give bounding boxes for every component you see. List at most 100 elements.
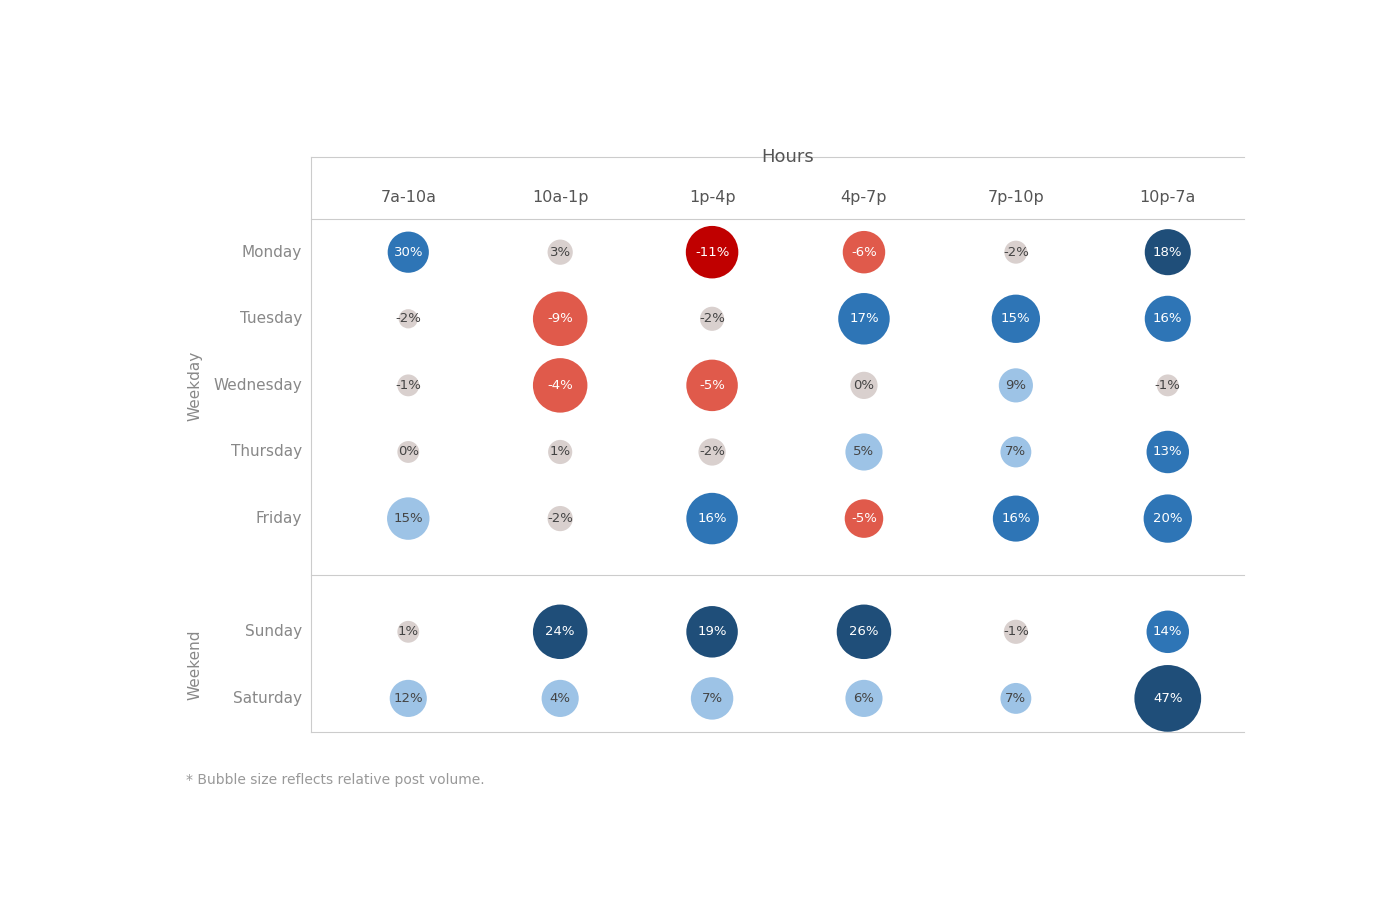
Point (853, 511, 875, 526)
Point (701, 245, 724, 259)
Point (1005, 511, 1028, 526)
Text: 16%: 16% (1001, 512, 1030, 525)
Text: 1p-4p: 1p-4p (689, 190, 735, 204)
Point (701, 445, 724, 459)
Text: Weekend: Weekend (188, 630, 202, 700)
Text: 3%: 3% (550, 246, 571, 258)
Text: 15%: 15% (393, 512, 423, 525)
Text: * Bubble size reflects relative post volume.: * Bubble size reflects relative post vol… (186, 773, 484, 788)
Point (549, 311, 571, 326)
Text: 7%: 7% (1005, 692, 1026, 705)
Text: 0%: 0% (854, 379, 875, 392)
Point (1005, 311, 1028, 326)
Point (549, 625, 571, 639)
Point (549, 511, 571, 526)
Point (398, 445, 420, 459)
Point (1156, 511, 1179, 526)
Point (701, 691, 724, 706)
Point (853, 691, 875, 706)
Point (701, 625, 724, 639)
Text: 17%: 17% (850, 312, 879, 325)
Text: 16%: 16% (1154, 312, 1183, 325)
Point (853, 445, 875, 459)
Text: Hours: Hours (762, 148, 815, 166)
Text: -6%: -6% (851, 246, 876, 258)
Text: Sunday: Sunday (245, 625, 302, 639)
Point (398, 625, 420, 639)
Text: 10a-1p: 10a-1p (532, 190, 588, 204)
Text: -2%: -2% (395, 312, 421, 325)
Text: 18%: 18% (1154, 246, 1183, 258)
Point (1156, 311, 1179, 326)
Text: Tuesday: Tuesday (239, 311, 302, 327)
Text: 26%: 26% (850, 626, 879, 638)
Point (853, 245, 875, 259)
Text: 14%: 14% (1154, 626, 1183, 638)
Text: 12%: 12% (393, 692, 423, 705)
Point (1005, 691, 1028, 706)
Text: Wednesday: Wednesday (213, 378, 302, 393)
Point (1156, 445, 1179, 459)
Point (1156, 378, 1179, 392)
Point (398, 311, 420, 326)
Point (1156, 245, 1179, 259)
Point (1005, 245, 1028, 259)
Text: 4%: 4% (550, 692, 571, 705)
Text: 1%: 1% (550, 446, 571, 458)
Point (1005, 625, 1028, 639)
Point (853, 311, 875, 326)
Point (549, 691, 571, 706)
Point (549, 445, 571, 459)
Text: 10p-7a: 10p-7a (1140, 190, 1196, 204)
Text: -2%: -2% (1002, 246, 1029, 258)
Text: -4%: -4% (547, 379, 573, 392)
Text: 24%: 24% (546, 626, 575, 638)
Point (701, 311, 724, 326)
Text: -11%: -11% (694, 246, 729, 258)
Point (398, 245, 420, 259)
Point (1156, 691, 1179, 706)
Text: Thursday: Thursday (231, 445, 302, 460)
Point (853, 625, 875, 639)
Text: 7a-10a: 7a-10a (381, 190, 437, 204)
Text: -5%: -5% (851, 512, 876, 525)
Text: 9%: 9% (1005, 379, 1026, 392)
Point (549, 378, 571, 392)
Text: 16%: 16% (697, 512, 727, 525)
Text: 7%: 7% (1005, 446, 1026, 458)
Text: -2%: -2% (699, 312, 725, 325)
Text: Weekday: Weekday (188, 350, 202, 420)
Point (398, 378, 420, 392)
Text: -1%: -1% (1155, 379, 1180, 392)
Text: -1%: -1% (395, 379, 421, 392)
Point (1005, 445, 1028, 459)
Text: 6%: 6% (854, 692, 875, 705)
Text: 20%: 20% (1154, 512, 1183, 525)
Text: -5%: -5% (699, 379, 725, 392)
Text: 5%: 5% (854, 446, 875, 458)
Point (398, 511, 420, 526)
Text: -2%: -2% (699, 446, 725, 458)
Text: 4p-7p: 4p-7p (841, 190, 888, 204)
Text: 13%: 13% (1154, 446, 1183, 458)
Point (853, 378, 875, 392)
Text: -9%: -9% (547, 312, 573, 325)
Text: 7p-10p: 7p-10p (987, 190, 1044, 204)
Text: 1%: 1% (398, 626, 419, 638)
Text: Saturday: Saturday (232, 691, 302, 706)
Point (701, 511, 724, 526)
Text: Friday: Friday (256, 511, 302, 526)
Point (1005, 378, 1028, 392)
Text: -2%: -2% (547, 512, 573, 525)
Text: 7%: 7% (701, 692, 722, 705)
Text: 30%: 30% (393, 246, 423, 258)
Text: 19%: 19% (697, 626, 727, 638)
Text: Monday: Monday (242, 245, 302, 260)
Text: 0%: 0% (398, 446, 419, 458)
Text: 47%: 47% (1154, 692, 1183, 705)
Point (398, 691, 420, 706)
Text: -1%: -1% (1002, 626, 1029, 638)
Point (1156, 625, 1179, 639)
Text: 15%: 15% (1001, 312, 1030, 325)
Point (549, 245, 571, 259)
